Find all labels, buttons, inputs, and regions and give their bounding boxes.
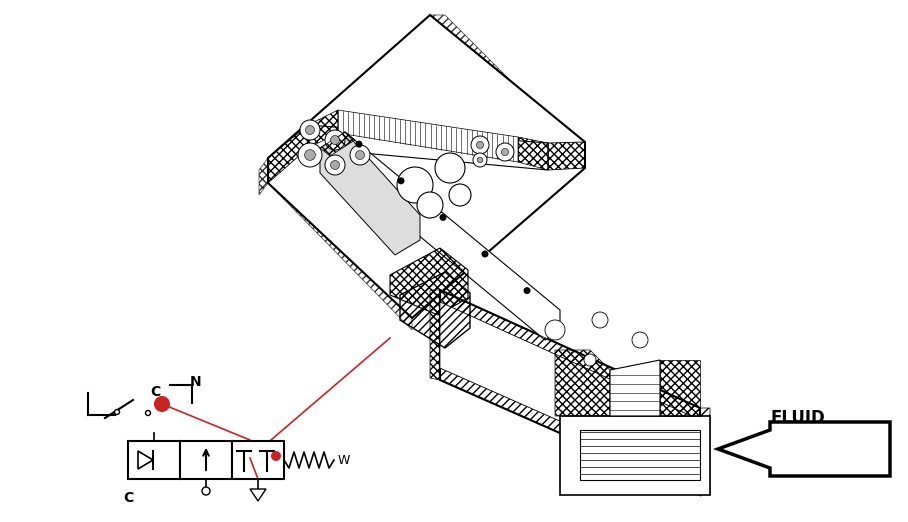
Polygon shape — [440, 290, 700, 495]
Polygon shape — [308, 125, 548, 170]
Polygon shape — [180, 441, 232, 479]
Circle shape — [304, 150, 315, 160]
Circle shape — [145, 410, 151, 416]
Circle shape — [584, 354, 596, 366]
Circle shape — [298, 143, 322, 167]
Polygon shape — [320, 132, 420, 255]
Circle shape — [477, 141, 484, 149]
Polygon shape — [232, 441, 284, 479]
Circle shape — [300, 120, 320, 140]
Circle shape — [398, 177, 404, 184]
Circle shape — [114, 409, 120, 414]
Polygon shape — [718, 422, 890, 476]
Polygon shape — [338, 110, 518, 162]
Polygon shape — [440, 302, 700, 483]
Circle shape — [473, 153, 487, 167]
Polygon shape — [138, 451, 153, 469]
Circle shape — [397, 167, 433, 203]
Polygon shape — [250, 489, 266, 501]
Circle shape — [435, 153, 465, 183]
Text: C: C — [123, 491, 133, 505]
Circle shape — [305, 125, 314, 135]
Text: N: N — [190, 375, 202, 389]
Text: FLUID: FLUID — [770, 409, 824, 427]
Polygon shape — [580, 430, 700, 480]
Circle shape — [325, 155, 345, 175]
Circle shape — [592, 312, 608, 328]
Circle shape — [545, 320, 565, 340]
Circle shape — [417, 192, 443, 218]
Circle shape — [496, 143, 514, 161]
Circle shape — [331, 160, 340, 170]
Circle shape — [154, 396, 170, 412]
Circle shape — [331, 136, 340, 145]
Circle shape — [471, 136, 489, 154]
Circle shape — [356, 150, 364, 160]
Polygon shape — [560, 416, 710, 495]
Circle shape — [439, 214, 447, 221]
Circle shape — [481, 251, 489, 257]
Circle shape — [524, 287, 530, 294]
Polygon shape — [128, 441, 180, 479]
Circle shape — [501, 148, 508, 156]
Circle shape — [356, 141, 362, 148]
Circle shape — [449, 184, 471, 206]
Circle shape — [478, 157, 483, 163]
Circle shape — [632, 332, 648, 348]
Text: W: W — [338, 454, 350, 467]
Circle shape — [202, 487, 210, 495]
Circle shape — [271, 451, 281, 461]
Polygon shape — [268, 15, 585, 318]
Text: C: C — [150, 385, 160, 399]
Polygon shape — [330, 132, 560, 340]
Circle shape — [325, 130, 345, 150]
Circle shape — [350, 145, 370, 165]
Polygon shape — [610, 360, 660, 416]
